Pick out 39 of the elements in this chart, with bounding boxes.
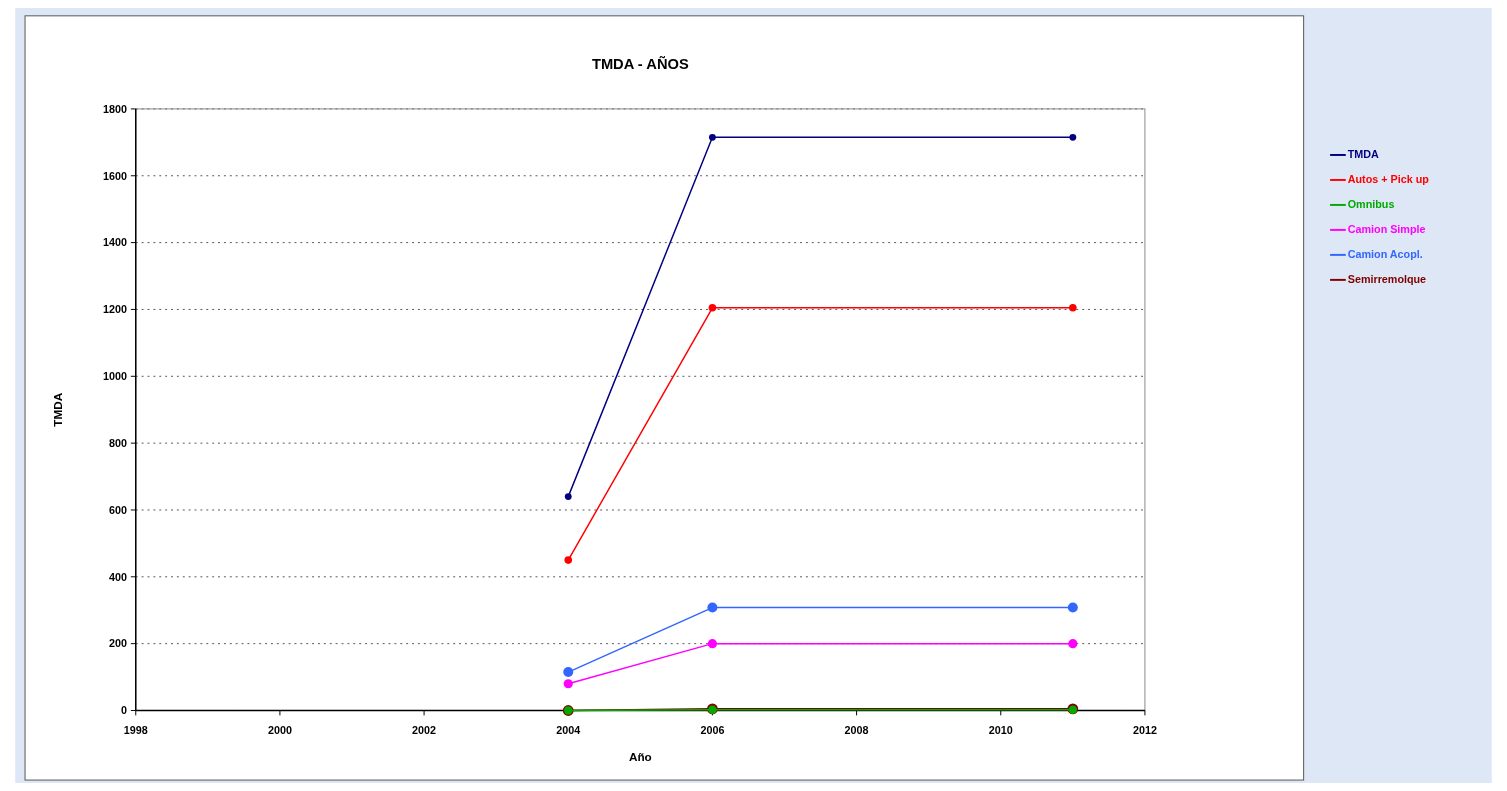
legend-label: Camion Simple [1347,222,1426,235]
x-tick-label: 2006 [700,724,725,737]
x-tick-label: 2004 [556,724,581,737]
point [708,133,716,141]
x-tick-label: 1998 [123,724,148,737]
legend-label: Camion Acopl. [1347,247,1423,260]
point [708,303,717,312]
y-axis-title: TMDA [51,392,65,427]
x-tick-label: 2008 [844,724,869,737]
x-tick-label: 2000 [267,724,292,737]
point [564,556,573,564]
point [707,639,718,649]
chart-title: TMDA - AÑOS [591,54,689,72]
y-tick-label: 1400 [102,236,127,249]
legend-label: Autos + Pick up [1347,172,1430,185]
y-tick-label: 0 [120,704,127,717]
point [707,602,718,613]
point [563,679,573,689]
y-tick-label: 1000 [102,370,127,383]
y-tick-label: 400 [108,570,127,583]
point [1068,639,1078,649]
x-tick-label: 2012 [1132,724,1157,737]
y-tick-label: 200 [108,637,127,650]
x-tick-label: 2010 [988,724,1013,737]
x-axis-title: Año [628,750,652,764]
point [564,493,572,501]
y-tick-label: 1800 [102,102,127,115]
legend-label: Omnibus [1347,197,1395,210]
x-tick-label: 2002 [412,724,437,737]
point [563,667,574,678]
y-tick-label: 1600 [102,169,127,182]
legend-label: TMDA [1347,147,1380,160]
y-tick-label: 1200 [102,303,127,316]
point [1067,602,1078,613]
point [1069,133,1077,141]
legend-label: Semirremolque [1347,272,1427,285]
y-tick-label: 800 [108,436,127,449]
point [1069,303,1077,312]
y-tick-label: 600 [108,503,127,516]
